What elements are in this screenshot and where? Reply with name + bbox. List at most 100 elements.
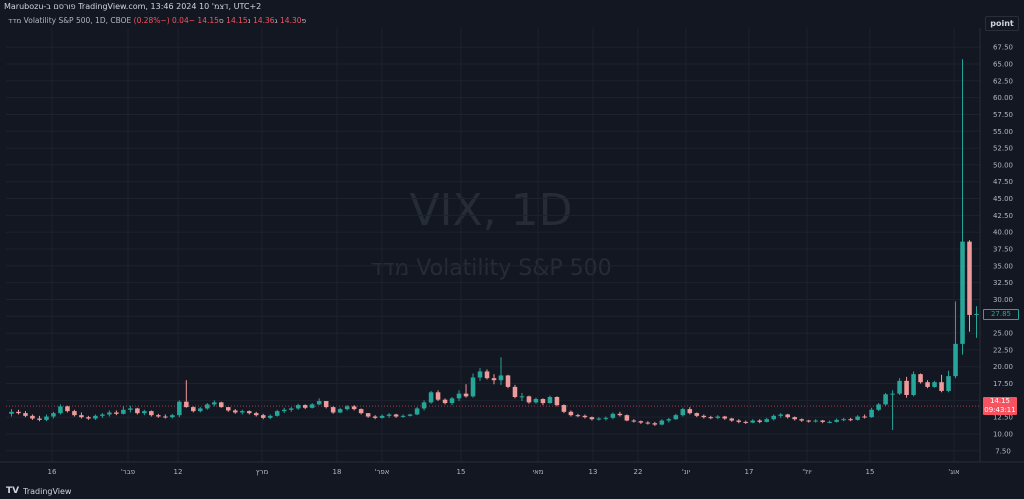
candle-body	[764, 419, 769, 422]
watermark-symbol: VIX, 1D	[409, 185, 573, 236]
candle-body	[645, 422, 651, 424]
candle-body	[281, 409, 287, 412]
candle-body	[372, 416, 378, 418]
candle-body	[393, 414, 399, 417]
watermark-description: מדד Volatility S&P 500	[370, 256, 612, 281]
candle-body	[295, 405, 301, 409]
candle-body	[107, 412, 112, 415]
candle-body	[568, 411, 574, 416]
candle-body	[212, 402, 217, 405]
candle-body	[533, 399, 539, 403]
candle-body	[974, 313, 979, 315]
candle-body	[869, 409, 874, 418]
legend-high-label: ג	[274, 16, 278, 25]
time-tick-label: 'יול	[802, 468, 812, 476]
candle-body	[750, 420, 756, 423]
candle-body	[834, 419, 839, 422]
candle-body	[687, 409, 693, 414]
time-tick-label: 12	[174, 468, 183, 476]
candle-body	[302, 405, 308, 408]
candle-body	[575, 415, 581, 417]
candle-body	[603, 417, 609, 419]
price-tick-label: 25.00	[993, 330, 1013, 338]
candle-body	[554, 397, 560, 406]
bar-countdown: 09:43:11	[984, 406, 1016, 414]
candle-body	[16, 411, 21, 414]
candle-body	[757, 420, 762, 422]
candle-body	[932, 382, 937, 387]
candle-body	[617, 413, 623, 416]
candle-body	[806, 420, 811, 422]
candle-body	[79, 415, 84, 418]
candle-body	[715, 416, 721, 418]
last-price-value: 14.15	[989, 397, 1011, 405]
candle-body	[219, 402, 224, 408]
candle-body	[694, 413, 700, 416]
candle-body	[386, 414, 392, 416]
candle-body	[540, 399, 546, 404]
time-tick-label: 18	[333, 468, 342, 476]
candle-body	[44, 416, 49, 420]
candle-body	[813, 420, 818, 422]
candle-body	[561, 405, 567, 412]
time-tick-label: 'יונ	[682, 468, 691, 476]
candle-body	[470, 377, 476, 397]
candle-body	[177, 401, 182, 416]
candle-body	[435, 392, 441, 400]
candle-body	[365, 413, 371, 417]
candle-body	[135, 408, 140, 414]
candle-body	[205, 404, 210, 409]
candle-body	[198, 408, 203, 412]
candle-body	[610, 413, 616, 418]
time-tick-label: 13	[589, 468, 598, 476]
candle-body	[512, 386, 518, 397]
candle-body	[953, 343, 958, 377]
candle-body	[72, 411, 77, 416]
candle-body	[114, 412, 119, 414]
time-axis: 16 'פבר 12 מרץ 18 'אפר 15 מאי 13 22 'יונ 17 'יול 15 'א…	[0, 461, 1024, 476]
candle-body	[960, 241, 965, 344]
price-tick-label: 55.00	[993, 128, 1013, 136]
candle-body	[666, 419, 672, 421]
candle-body	[596, 418, 602, 420]
time-tick-label: מאי	[533, 468, 544, 476]
symbol-legend: מדד Volatility S&P 500, 1D, CBOE פ14.30 …	[8, 16, 306, 25]
price-tick-label: 40.00	[993, 229, 1013, 237]
candle-body	[226, 407, 231, 411]
time-tick-label: 'אוג	[948, 468, 960, 476]
candle-body	[939, 382, 944, 391]
candle-body	[442, 399, 448, 404]
time-tick-label: 17	[745, 468, 754, 476]
point-button[interactable]: point	[985, 16, 1019, 31]
candle-body	[652, 423, 658, 425]
candles-group	[9, 59, 979, 430]
candle-body	[170, 415, 175, 418]
price-tick-label: 60.00	[993, 94, 1013, 102]
price-tick-label: 20.00	[993, 363, 1013, 371]
time-tick-label: מרץ	[256, 468, 269, 476]
price-tick-label: 35.00	[993, 262, 1013, 270]
candle-body	[526, 396, 532, 403]
candle-body	[246, 411, 252, 414]
prev-close-price-label: 27.85	[983, 309, 1019, 320]
legend-symbol-name: מדד Volatility S&P 500, 1D, CBOE	[8, 16, 132, 25]
tradingview-logo-icon: TV	[6, 486, 20, 496]
candle-body	[65, 406, 70, 412]
candle-body	[449, 398, 455, 404]
tradingview-brand[interactable]: TV TradingView	[6, 486, 71, 496]
candle-body	[149, 411, 154, 416]
candle-body	[911, 374, 916, 395]
price-tick-label: 50.00	[993, 161, 1013, 169]
candle-body	[673, 415, 679, 420]
candle-body	[316, 401, 322, 405]
candle-body	[463, 393, 469, 397]
candle-body	[232, 410, 238, 413]
time-tick-label: 15	[866, 468, 875, 476]
candle-body	[624, 415, 630, 421]
candle-body	[456, 393, 462, 399]
candle-body	[547, 397, 553, 404]
time-tick-label: 'אפר	[375, 468, 390, 476]
candle-body	[191, 407, 196, 412]
candle-body	[37, 418, 42, 420]
